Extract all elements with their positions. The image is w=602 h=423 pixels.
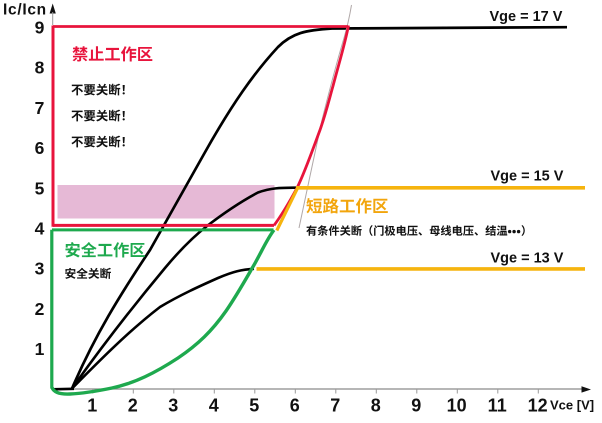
svg-text:12: 12 [528,395,548,415]
svg-text:3: 3 [35,259,45,279]
svg-text:2: 2 [128,395,138,415]
svg-text:Ic/Icn: Ic/Icn [3,2,47,19]
svg-text:8: 8 [371,395,381,415]
svg-text:8: 8 [35,58,45,78]
svg-text:9: 9 [411,395,421,415]
svg-text:6: 6 [35,138,45,158]
svg-text:5: 5 [249,395,259,415]
svg-text:5: 5 [35,178,45,198]
svg-text:9: 9 [35,18,45,38]
svg-text:4: 4 [209,395,219,415]
svg-text:7: 7 [35,98,45,118]
svg-text:11: 11 [488,395,507,415]
svg-text:1: 1 [35,339,45,359]
svg-text:2: 2 [35,299,45,319]
svg-text:1: 1 [87,395,97,415]
svg-text:6: 6 [290,395,300,415]
svg-text:Vce [V]: Vce [V] [550,397,594,412]
svg-text:Vge = 15 V: Vge = 15 V [491,169,564,185]
svg-text:Vge = 17 V: Vge = 17 V [490,9,563,25]
svg-text:Vge = 13 V: Vge = 13 V [491,251,564,267]
svg-text:3: 3 [168,395,178,415]
svg-text:7: 7 [330,395,340,415]
svg-text:4: 4 [35,219,45,239]
svg-text:10: 10 [447,395,467,415]
